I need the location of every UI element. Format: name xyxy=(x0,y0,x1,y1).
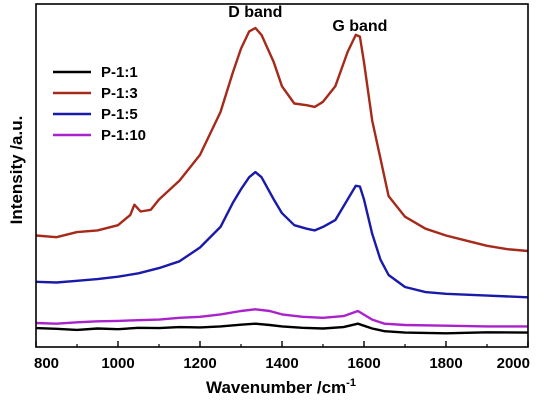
series-line-p-1-3 xyxy=(35,26,529,253)
series-line-p-1-10 xyxy=(35,308,528,328)
x-axis-title: Wavenumber /cm-1 xyxy=(206,377,356,397)
series-line-p-1-5 xyxy=(35,170,529,299)
x-tick-label: 2000 xyxy=(497,355,530,372)
legend: P-1:1 P-1:3 P-1:5 P-1:10 xyxy=(53,64,146,144)
x-tick-label: 1200 xyxy=(183,355,216,372)
x-axis-title-superscript: -1 xyxy=(346,377,356,389)
plot-lines xyxy=(35,26,529,335)
legend-label: P-1:1 xyxy=(101,64,138,81)
legend-label: P-1:5 xyxy=(101,106,138,123)
x-tick-label: 1800 xyxy=(429,355,462,372)
annotation-d-band: D band xyxy=(228,4,282,21)
x-tick-label: 1400 xyxy=(265,355,298,372)
y-axis-title: Intensity /a.u. xyxy=(7,116,26,225)
peak-annotations: D band G band xyxy=(228,4,387,35)
legend-label: P-1:3 xyxy=(101,85,138,102)
x-tick-label: 1600 xyxy=(347,355,380,372)
x-tick-label: 800 xyxy=(34,355,59,372)
plot-frame xyxy=(35,3,529,348)
annotation-g-band: G band xyxy=(332,18,387,35)
legend-label: P-1:10 xyxy=(101,127,146,144)
series-line-p-1-1 xyxy=(35,322,529,335)
x-axis-ticks: 800 1000 1200 1400 1600 1800 2000 xyxy=(34,341,530,372)
x-axis-title-main: Wavenumber /cm xyxy=(206,378,346,397)
x-tick-label: 1000 xyxy=(101,355,134,372)
